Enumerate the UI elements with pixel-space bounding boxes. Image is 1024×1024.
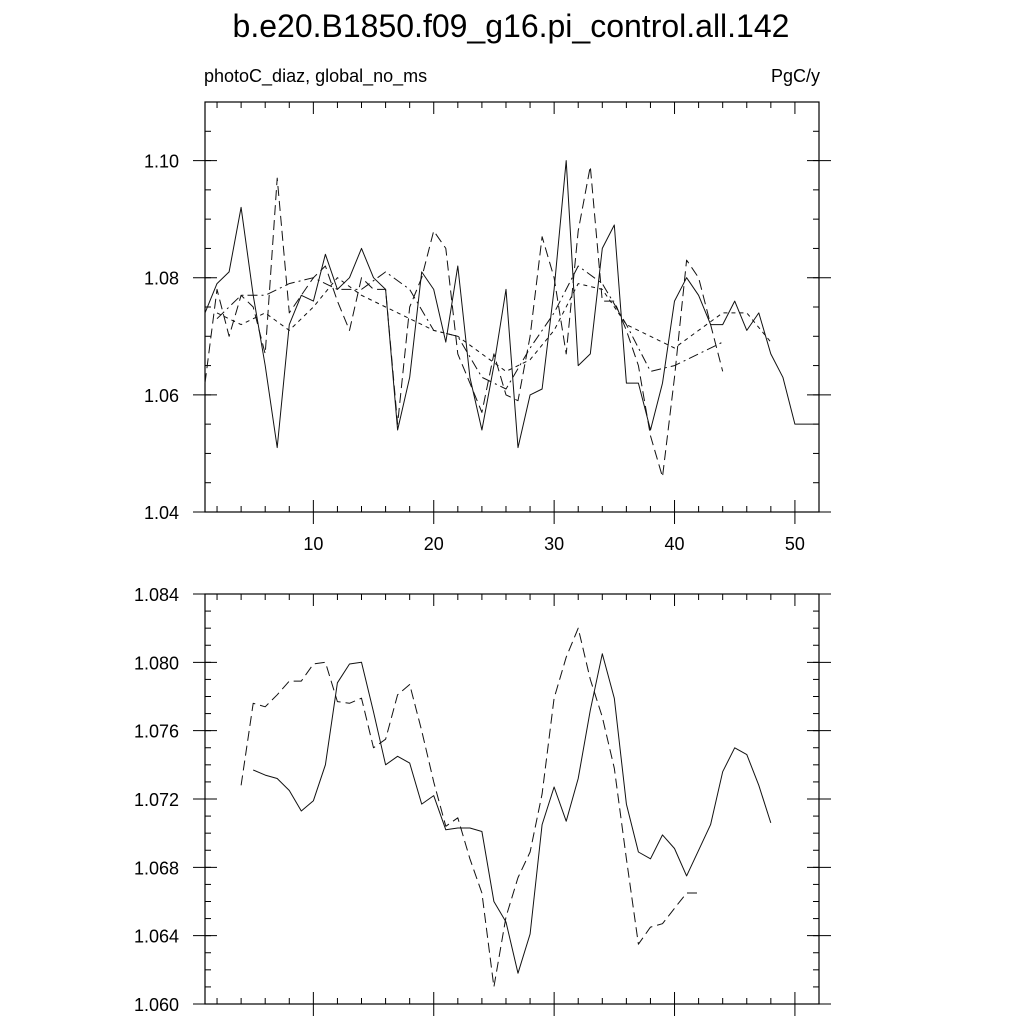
top-series-line-4-dash-dot xyxy=(216,265,723,390)
y-tick-label: 1.10 xyxy=(144,152,179,172)
y-tick-label: 1.080 xyxy=(134,653,179,673)
x-tick-label: 40 xyxy=(665,534,685,554)
top-series-line-2-dashed xyxy=(204,165,724,478)
y-tick-label: 1.072 xyxy=(134,790,179,810)
x-tick-label: 10 xyxy=(303,534,323,554)
bottom-panel: 1.060 1.064 1.068 1.072 1.076 1.080 1.084 xyxy=(134,585,831,1016)
y-tick-label: 1.08 xyxy=(144,269,179,289)
top-panel: 10 20 30 40 50 1.04 1.06 1.08 1.10 xyxy=(144,101,831,554)
bottom-series-line-2-dashed xyxy=(240,627,699,988)
top-plot-frame xyxy=(204,101,820,513)
units-label: PgC/y xyxy=(771,66,820,86)
y-tick-label: 1.064 xyxy=(134,927,179,947)
y-tick-label: 1.076 xyxy=(134,722,179,742)
variable-label: photoC_diaz, global_no_ms xyxy=(204,66,427,87)
bottom-plot-frame xyxy=(204,593,820,1005)
y-tick-label: 1.06 xyxy=(144,386,179,406)
bottom-axis-ticks: 1.060 1.064 1.068 1.072 1.076 1.080 1.084 xyxy=(134,585,831,1016)
y-tick-label: 1.084 xyxy=(134,585,179,605)
x-tick-label: 30 xyxy=(544,534,564,554)
y-tick-label: 1.060 xyxy=(134,995,179,1015)
top-series-line-1-solid xyxy=(204,160,819,449)
chart-title: b.e20.B1850.f09_g16.pi_control.all.142 xyxy=(233,8,790,44)
top-series-line-3-short-dash xyxy=(216,277,772,372)
y-tick-label: 1.04 xyxy=(144,503,179,523)
x-tick-label: 50 xyxy=(785,534,805,554)
bottom-series-line-1-solid xyxy=(253,653,772,974)
top-axis-ticks: 10 20 30 40 50 1.04 1.06 1.08 1.10 xyxy=(144,102,831,554)
bottom-series-group xyxy=(240,627,772,988)
x-tick-label: 20 xyxy=(424,534,444,554)
top-series-group xyxy=(204,160,819,478)
y-tick-label: 1.068 xyxy=(134,858,179,878)
